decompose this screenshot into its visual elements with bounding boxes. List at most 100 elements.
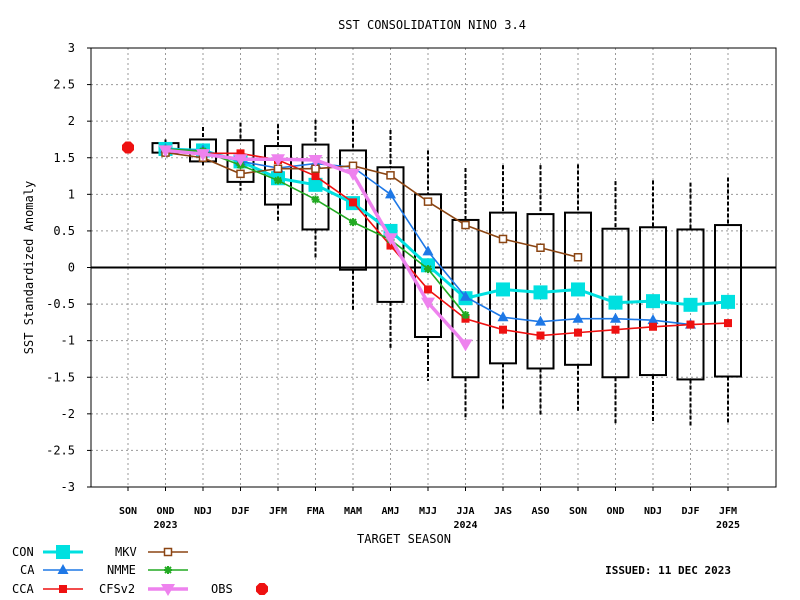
series-marker bbox=[386, 241, 395, 250]
y-tick-label: -3 bbox=[61, 480, 75, 494]
series-marker bbox=[498, 234, 508, 244]
series-marker bbox=[158, 145, 173, 158]
series-marker bbox=[233, 154, 248, 167]
x-tick-label: JJA bbox=[456, 506, 474, 517]
legend-item-obs: OBS bbox=[211, 582, 268, 596]
y-tick-label: -1.5 bbox=[46, 370, 75, 384]
box-iqr bbox=[339, 149, 367, 271]
x-axis-label: TARGET SEASON bbox=[357, 532, 451, 546]
chart-title: SST CONSOLIDATION NINO 3.4 bbox=[338, 18, 526, 32]
series-marker bbox=[386, 171, 395, 180]
box-iqr bbox=[564, 211, 592, 366]
x-tick-label: NDJ bbox=[644, 506, 662, 517]
issued-date: ISSUED: 11 DEC 2023 bbox=[605, 564, 731, 577]
series-marker bbox=[196, 149, 210, 162]
series-marker bbox=[311, 195, 320, 204]
legend-item-mkv: MKV bbox=[115, 545, 188, 559]
series-marker bbox=[536, 331, 545, 340]
x-tick-label: MAM bbox=[344, 506, 362, 517]
series-line bbox=[165, 147, 729, 307]
year-label: 2023 bbox=[153, 520, 177, 531]
y-tick-label: 3 bbox=[68, 41, 75, 55]
legend-label: CON bbox=[12, 545, 34, 559]
series-marker bbox=[308, 154, 323, 167]
series-marker bbox=[497, 311, 509, 322]
legend-label: MKV bbox=[115, 545, 137, 559]
series-marker bbox=[236, 149, 245, 158]
series-marker bbox=[611, 325, 620, 334]
series-marker bbox=[686, 320, 695, 329]
y-tick-label: -1 bbox=[61, 334, 75, 348]
legend-item-nmme: NMME bbox=[107, 563, 188, 577]
series-marker bbox=[646, 294, 660, 309]
series-marker bbox=[308, 177, 323, 192]
legend-marker bbox=[256, 583, 268, 595]
series-marker bbox=[422, 245, 434, 256]
series-line bbox=[165, 151, 579, 259]
series-marker bbox=[163, 547, 173, 557]
y-tick-label: 0.5 bbox=[53, 224, 75, 238]
series-marker bbox=[164, 566, 172, 574]
series-marker bbox=[424, 285, 432, 294]
series-marker bbox=[608, 295, 623, 310]
x-axis-ticks: SON OND NDJ DJF JFM FMA MAM AMJ MJJ JJA JAS ASO SON O… bbox=[119, 487, 740, 531]
x-tick-label: SON bbox=[569, 506, 587, 517]
legend-label: CFSv2 bbox=[99, 582, 135, 596]
x-tick-label: JAS bbox=[494, 506, 512, 517]
legend-item-cca: CCA bbox=[12, 582, 83, 596]
series-marker bbox=[610, 312, 621, 323]
x-tick-label: DJF bbox=[681, 506, 699, 517]
series-marker bbox=[683, 297, 698, 312]
year-label: 2025 bbox=[716, 520, 740, 531]
series-marker bbox=[721, 294, 735, 309]
y-tick-label: -2.5 bbox=[46, 443, 75, 457]
legend: CON CA CCA MKV NMME CFSv2 OBS bbox=[12, 545, 268, 596]
series-marker bbox=[273, 164, 283, 173]
legend-label: NMME bbox=[107, 563, 136, 577]
x-tick-label: NDJ bbox=[194, 506, 212, 517]
series-marker bbox=[572, 312, 584, 323]
y-tick-label: 1 bbox=[68, 187, 75, 201]
x-tick-label: JFM bbox=[719, 506, 737, 517]
series-marker bbox=[533, 285, 548, 300]
box-iqr bbox=[301, 143, 330, 231]
x-tick-label: OND bbox=[606, 506, 624, 517]
series-marker bbox=[460, 290, 471, 301]
series-marker bbox=[346, 168, 360, 181]
box-iqr bbox=[414, 193, 442, 339]
x-tick-label: JFM bbox=[269, 506, 287, 517]
x-tick-label: AMJ bbox=[381, 506, 399, 517]
series-marker bbox=[348, 161, 358, 171]
series-marker bbox=[571, 282, 585, 297]
x-tick-label: MJJ bbox=[419, 506, 437, 517]
series-cfsv2 bbox=[158, 145, 473, 352]
series-marker bbox=[236, 169, 245, 179]
series-marker bbox=[458, 339, 473, 352]
series-marker bbox=[499, 325, 507, 334]
box-iqr bbox=[714, 224, 742, 378]
series-marker bbox=[649, 322, 657, 331]
series-marker bbox=[421, 297, 435, 310]
series-marker bbox=[461, 220, 470, 230]
series-marker bbox=[423, 197, 433, 206]
legend-label: CA bbox=[20, 563, 35, 577]
box-iqr bbox=[376, 166, 405, 303]
x-tick-label: DJF bbox=[231, 506, 249, 517]
series-marker bbox=[385, 188, 396, 199]
x-tick-label: SON bbox=[119, 506, 137, 517]
series-marker bbox=[536, 243, 545, 252]
series-marker bbox=[271, 154, 285, 167]
series-marker bbox=[161, 584, 175, 596]
x-tick-label: OND bbox=[156, 506, 174, 517]
series-marker bbox=[647, 314, 659, 325]
x-tick-label: ASO bbox=[531, 506, 549, 517]
y-axis-label: SST Standardized Anomaly bbox=[22, 181, 36, 354]
y-tick-label: -2 bbox=[61, 407, 75, 421]
series-marker bbox=[383, 233, 398, 246]
y-tick-label: 2 bbox=[68, 114, 75, 128]
x-tick-label: FMA bbox=[306, 506, 324, 517]
y-axis-ticks: 3 2.5 2 1.5 1 0.5 0 -0.5 -1 -1.5 -2 -2.5 -3 bbox=[46, 41, 91, 494]
legend-item-ca: CA bbox=[20, 563, 83, 577]
series-marker bbox=[461, 311, 470, 320]
series-marker bbox=[349, 198, 357, 207]
